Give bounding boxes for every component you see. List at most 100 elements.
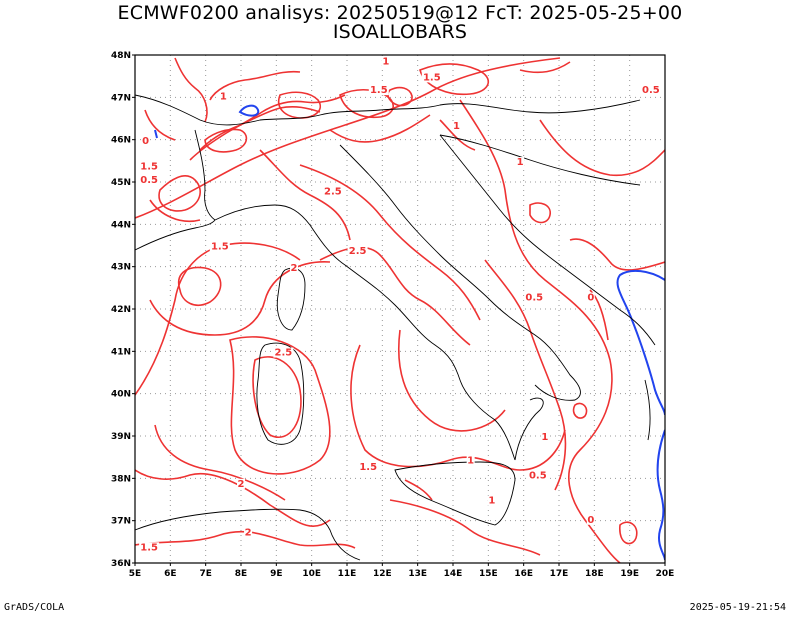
lat-tick-label: 43N <box>111 263 131 273</box>
contour-label-bg <box>209 241 230 252</box>
coastline <box>256 342 305 445</box>
contour-label-bg <box>381 56 390 67</box>
lon-tick-label: 17E <box>550 569 569 579</box>
contour-label-bg <box>640 85 661 96</box>
contour-line <box>572 402 588 419</box>
contour-label: 1.5 <box>359 462 377 473</box>
contour-line <box>135 469 331 527</box>
contour-label-bg <box>586 514 595 525</box>
lon-tick-label: 13E <box>408 569 427 579</box>
contour-label: 1 <box>517 157 524 168</box>
contour-line <box>238 104 260 117</box>
contour-line <box>135 57 561 219</box>
coastline <box>276 267 306 331</box>
contour-line <box>174 57 208 123</box>
contour-label: 1.5 <box>211 242 229 253</box>
lon-tick-label: 19E <box>620 569 639 579</box>
contour-label: 1 <box>382 56 389 67</box>
contour-line <box>252 356 302 438</box>
contour-label-bg <box>368 85 389 96</box>
contour-label: 2.5 <box>324 187 342 198</box>
contour-label-bg <box>322 186 343 197</box>
map-subtitle: ISOALLOBARS <box>332 21 468 43</box>
contour-label: 1.5 <box>140 542 158 553</box>
contour-label-bg <box>244 527 253 538</box>
contour-label: 2 <box>291 263 298 274</box>
contour-label: 0.5 <box>140 175 158 186</box>
contour-label-bg <box>540 432 549 443</box>
coastlines-and-borders <box>135 94 656 561</box>
contour-line <box>656 429 665 561</box>
contour-line <box>204 128 248 153</box>
axis-tick-labels: 5E 6E 7E 8E 9E 10E 11E 12E 13E 14E 15E 16E 17E 18E 19E… <box>111 51 674 579</box>
coastline <box>339 144 581 401</box>
negative-isallobars <box>154 104 665 561</box>
border-line <box>439 134 641 186</box>
lon-tick-label: 16E <box>514 569 533 579</box>
contour-line <box>149 261 331 336</box>
contour-line <box>189 94 346 161</box>
map-title: ECMWF0200 analisys: 20250519@12 FcT: 202… <box>117 2 683 24</box>
coastline <box>514 397 544 461</box>
contour-label-bg <box>141 135 150 146</box>
contour-label: 0.5 <box>525 293 543 304</box>
lon-tick-label: 5E <box>129 569 141 579</box>
contour-label: 1.5 <box>140 161 158 172</box>
contour-label: 1 <box>220 91 227 102</box>
lat-tick-label: 37N <box>111 517 131 527</box>
contour-line <box>135 242 301 396</box>
footer-credit: GrADS/COLA <box>4 602 65 613</box>
contour-label: 0 <box>142 136 149 147</box>
contour-label-bg <box>139 161 160 172</box>
contour-label-bg <box>139 542 160 553</box>
lon-tick-label: 18E <box>585 569 604 579</box>
lat-tick-label: 38N <box>111 474 131 484</box>
coastline <box>439 134 656 346</box>
lon-tick-label: 14E <box>444 569 463 579</box>
contour-line <box>484 259 567 491</box>
lat-tick-label: 44N <box>111 220 131 230</box>
contour-label: 1.5 <box>370 85 388 96</box>
contour-label: 0 <box>587 515 594 526</box>
contour-label-bg <box>466 455 475 466</box>
contour-label-bg <box>237 478 245 489</box>
contour-line <box>299 164 481 321</box>
contour-line <box>178 266 222 306</box>
lon-tick-label: 20E <box>656 569 675 579</box>
contour-label-bg <box>487 495 496 506</box>
contour-line <box>439 119 476 151</box>
lat-tick-label: 45N <box>111 178 131 188</box>
lat-tick-label: 46N <box>111 136 131 146</box>
border-line <box>135 94 641 126</box>
contour-label: 1 <box>453 121 460 132</box>
contour-label: 2.5 <box>349 246 367 257</box>
lat-tick-label: 39N <box>111 432 131 442</box>
contour-label: 1.5 <box>423 72 441 83</box>
lon-tick-label: 7E <box>199 569 211 579</box>
contour-line <box>209 70 301 101</box>
contour-label-bg <box>273 347 294 358</box>
contour-line <box>519 61 571 74</box>
contour-label-bg <box>586 292 595 303</box>
contour-line <box>339 88 394 119</box>
contour-label: 2 <box>245 527 252 538</box>
contour-line <box>404 479 433 501</box>
contour-line <box>619 521 638 545</box>
contour-label-bg <box>421 72 442 83</box>
contour-label-bg <box>358 461 379 472</box>
contour-line <box>329 114 431 143</box>
lat-lon-grid <box>135 55 665 563</box>
lat-tick-label: 41N <box>111 347 131 357</box>
contour-line <box>144 109 176 141</box>
lon-tick-label: 10E <box>302 569 321 579</box>
contour-line <box>459 99 621 563</box>
lat-tick-label: 48N <box>111 51 131 61</box>
contour-label: 2.5 <box>275 348 293 359</box>
coastline <box>214 204 516 461</box>
coastline <box>135 508 361 561</box>
coastline <box>644 379 651 441</box>
contour-label-bg <box>347 245 368 256</box>
lat-tick-label: 40N <box>111 390 131 400</box>
positive-isallobars <box>135 57 665 563</box>
contour-label-bg <box>219 91 228 102</box>
